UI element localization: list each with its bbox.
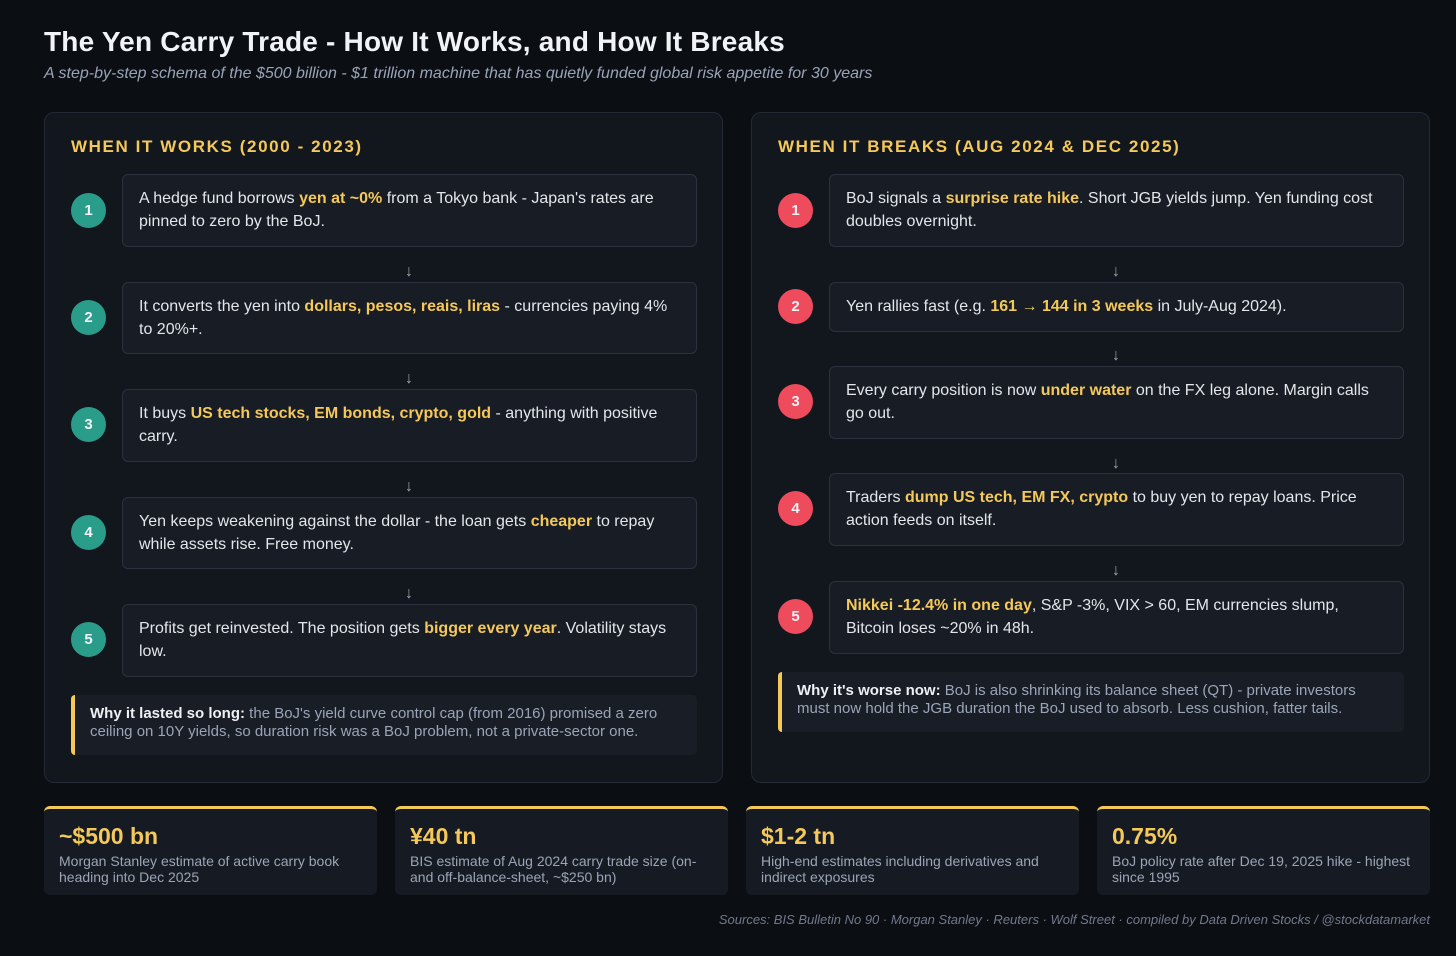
down-arrow-icon: ↓ (405, 478, 413, 495)
stat-description: BoJ policy rate after Dec 19, 2025 hike … (1112, 853, 1411, 885)
step-text: Yen rallies fast (e.g. 161 → 144 in 3 we… (829, 282, 1404, 332)
step-text: It buys US tech stocks, EM bonds, crypto… (122, 389, 697, 462)
step-highlight: cheaper (530, 513, 593, 530)
step-text-post: . Short JGB yields jump. Yen funding cos… (846, 190, 1373, 230)
down-arrow-icon: ↓ (1112, 455, 1120, 472)
stat-value: ~$500 bn (59, 823, 159, 849)
stat-description: High-end estimates including derivatives… (761, 853, 1039, 885)
step-text: Traders dump US tech, EM FX, crypto to b… (829, 473, 1404, 546)
down-arrow-icon: ↓ (405, 263, 413, 280)
step-text-pre: Profits get reinvested. The position get… (139, 620, 425, 637)
step-highlight: under water (1040, 382, 1132, 399)
step-highlight: surprise rate hike (945, 190, 1080, 207)
stat-value: 0.75% (1112, 823, 1178, 849)
works-callout-note: Why it lasted so long: the BoJ's yield c… (71, 695, 697, 755)
step-text-pre: A hedge fund borrows (139, 190, 300, 207)
note-text: the BoJ's yield curve control cap (from … (90, 705, 658, 740)
step-text-post: - anything with positive carry. (139, 405, 658, 445)
step-text-post: - currencies paying 4% to 20%+. (139, 298, 668, 338)
step-text-pre: Traders (846, 489, 905, 506)
down-arrow-icon: ↓ (1112, 347, 1120, 364)
stat-description: BIS estimate of Aug 2024 carry trade siz… (410, 853, 697, 885)
step-text: Yen keeps weakening against the dollar -… (122, 497, 697, 569)
stat-card-bis-estimate: ¥40 tn BIS estimate of Aug 2024 carry tr… (395, 806, 728, 895)
step-highlight: dollars, pesos, reais, liras (304, 298, 501, 315)
stat-card-carry-book: ~$500 bn Morgan Stanley estimate of acti… (44, 806, 377, 895)
breaks-panel: WHEN IT BREAKS (AUG 2024 & DEC 2025) 1 B… (751, 112, 1430, 783)
note-label: Why it's worse now: (797, 682, 941, 699)
step-number-badge: 1 (778, 193, 813, 228)
page-title: The Yen Carry Trade - How It Works, and … (44, 26, 785, 57)
stat-card-policy-rate: 0.75% BoJ policy rate after Dec 19, 2025… (1097, 806, 1430, 895)
page-subtitle: A step-by-step schema of the $500 billio… (44, 65, 873, 82)
step-text-pre: Yen keeps weakening against the dollar -… (139, 513, 531, 530)
stat-value: ¥40 tn (410, 823, 477, 849)
step-text-post: , S&P -3%, VIX > 60, EM currencies slump… (846, 597, 1339, 637)
step-highlight: dump US tech, EM FX, crypto (904, 489, 1129, 506)
sources-footnote: Sources: BIS Bulletin No 90 · Morgan Sta… (718, 912, 1430, 927)
step-text-pre: BoJ signals a (846, 190, 946, 207)
note-label: Why it lasted so long: (90, 705, 246, 722)
stat-description: Morgan Stanley estimate of active carry … (59, 853, 340, 885)
step-number-badge: 1 (71, 193, 106, 228)
stat-value: $1-2 tn (761, 823, 836, 849)
step-text-post: from a Tokyo bank - Japan's rates are pi… (139, 190, 654, 230)
step-highlight: yen at ~0% (299, 190, 383, 207)
step-text-pre: Yen rallies fast (e.g. (846, 298, 991, 315)
step-text-pre: Every carry position is now (846, 382, 1041, 399)
step-highlight: 161 → 144 in 3 weeks (990, 298, 1154, 315)
step-text: Nikkei -12.4% in one day, S&P -3%, VIX >… (829, 581, 1404, 654)
step-number-badge: 2 (71, 300, 106, 335)
breaks-callout-note: Why it's worse now: BoJ is also shrinkin… (778, 672, 1404, 732)
down-arrow-icon: ↓ (405, 370, 413, 387)
step-number-badge: 4 (778, 491, 813, 526)
step-number-badge: 2 (778, 289, 813, 324)
down-arrow-icon: ↓ (1112, 562, 1120, 579)
step-text-post: . Volatility stays low. (139, 620, 667, 660)
step-text-pre: It buys (139, 405, 191, 422)
step-highlight: bigger every year (424, 620, 557, 637)
down-arrow-icon: ↓ (405, 585, 413, 602)
step-text: A hedge fund borrows yen at ~0% from a T… (122, 174, 697, 247)
step-number-badge: 3 (71, 407, 106, 442)
step-number-badge: 3 (778, 384, 813, 419)
stat-card-high-end-estimate: $1-2 tn High-end estimates including der… (746, 806, 1079, 895)
works-panel: WHEN IT WORKS (2000 - 2023) 1 A hedge fu… (44, 112, 723, 783)
step-text: Every carry position is now under water … (829, 366, 1404, 439)
step-text: Profits get reinvested. The position get… (122, 604, 697, 677)
step-text-post: on the FX leg alone. Margin calls go out… (846, 382, 1369, 422)
works-heading: WHEN IT WORKS (2000 - 2023) (71, 137, 363, 156)
step-number-badge: 5 (71, 622, 106, 657)
step-text-post: in July-Aug 2024). (1153, 298, 1287, 315)
step-number-badge: 4 (71, 515, 106, 550)
step-number-badge: 5 (778, 599, 813, 634)
step-text-post: to repay while assets rise. Free money. (139, 513, 655, 553)
step-text: BoJ signals a surprise rate hike. Short … (829, 174, 1404, 247)
step-highlight: Nikkei -12.4% in one day (846, 597, 1032, 614)
breaks-heading: WHEN IT BREAKS (AUG 2024 & DEC 2025) (778, 137, 1181, 156)
step-highlight: US tech stocks, EM bonds, crypto, gold (190, 405, 492, 422)
down-arrow-icon: ↓ (1112, 263, 1120, 280)
step-text-pre: It converts the yen into (139, 298, 305, 315)
step-text: It converts the yen into dollars, pesos,… (122, 282, 697, 354)
note-text: BoJ is also shrinking its balance sheet … (797, 682, 1356, 717)
step-text-post: to buy yen to repay loans. Price action … (846, 489, 1357, 529)
